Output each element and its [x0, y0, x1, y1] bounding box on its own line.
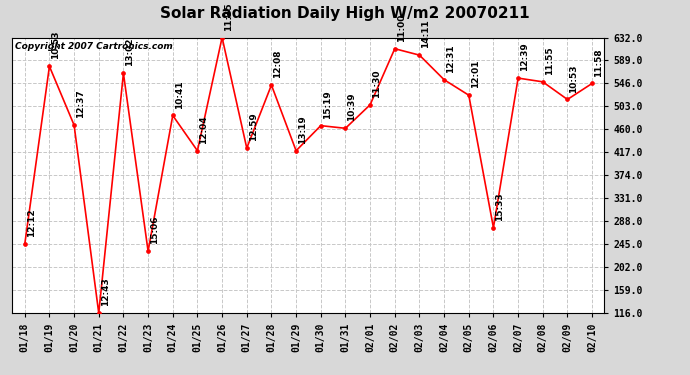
Text: 12:04: 12:04 [199, 115, 208, 144]
Text: 11:30: 11:30 [372, 69, 381, 98]
Text: 11:55: 11:55 [544, 46, 554, 75]
Text: 14:11: 14:11 [422, 20, 431, 48]
Text: 10:39: 10:39 [347, 93, 357, 122]
Text: 10:53: 10:53 [51, 31, 61, 60]
Text: 15:06: 15:06 [150, 216, 159, 244]
Text: 12:37: 12:37 [76, 90, 85, 118]
Text: 11:00: 11:00 [397, 13, 406, 42]
Text: 12:39: 12:39 [520, 42, 529, 71]
Text: 12:08: 12:08 [273, 50, 282, 78]
Text: 12:31: 12:31 [446, 44, 455, 73]
Text: 11:35: 11:35 [224, 2, 233, 31]
Text: Copyright 2007 Cartronics.com: Copyright 2007 Cartronics.com [15, 42, 173, 51]
Text: 10:53: 10:53 [569, 64, 578, 93]
Text: 15:33: 15:33 [495, 192, 504, 221]
Text: 12:59: 12:59 [248, 112, 258, 141]
Text: 13:19: 13:19 [298, 115, 307, 144]
Text: 11:58: 11:58 [594, 48, 603, 76]
Text: 10:41: 10:41 [175, 80, 184, 109]
Text: 12:01: 12:01 [471, 60, 480, 88]
Text: 13:02: 13:02 [126, 38, 135, 66]
Text: 12:43: 12:43 [101, 278, 110, 306]
Text: 12:12: 12:12 [27, 209, 36, 237]
Text: 15:19: 15:19 [323, 90, 332, 119]
Text: Solar Radiation Daily High W/m2 20070211: Solar Radiation Daily High W/m2 20070211 [160, 6, 530, 21]
